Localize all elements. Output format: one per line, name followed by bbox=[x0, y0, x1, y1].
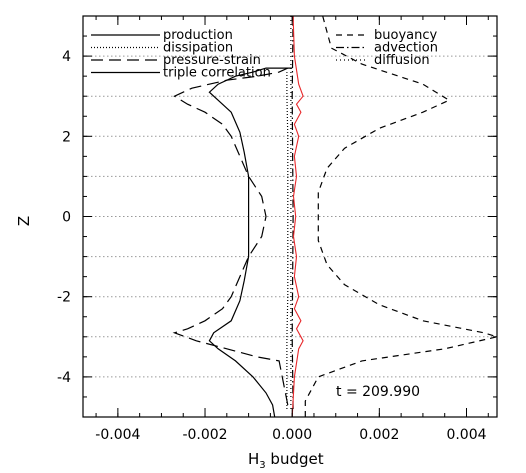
series-layer bbox=[172, 15, 500, 418]
legend: productiondissipationpressure-straintrip… bbox=[91, 28, 438, 81]
grid-lines bbox=[83, 55, 497, 378]
ticks-layer: -0.004 -0.002 0.000 0.002 0.004 -4 -2 0 2 4 bbox=[57, 16, 497, 443]
x-tick-label: 0.002 bbox=[359, 427, 399, 443]
legend-label: pressure-strain bbox=[163, 53, 261, 68]
x-tick-label: -0.002 bbox=[182, 427, 227, 443]
series-line-total bbox=[291, 15, 304, 418]
x-axis-title-main: H bbox=[248, 450, 259, 468]
x-axis-title: H3 budget bbox=[248, 450, 324, 471]
time-annotation: t = 209.990 bbox=[336, 384, 420, 400]
series-line-advection bbox=[291, 15, 294, 410]
y-tick-label: -2 bbox=[57, 290, 71, 306]
x-tick-label: 0.000 bbox=[272, 427, 312, 443]
series-line-pressure-strain bbox=[172, 67, 289, 406]
legend-label: production bbox=[163, 28, 233, 43]
y-axis-title: Z bbox=[15, 216, 33, 226]
y-tick-label: 4 bbox=[62, 49, 71, 65]
legend-label: advection bbox=[374, 41, 438, 56]
legend-label: buoyancy bbox=[374, 28, 437, 43]
legend-label: diffusion bbox=[374, 53, 430, 68]
legend-label: dissipation bbox=[163, 41, 233, 56]
y-tick-label: 2 bbox=[62, 129, 71, 145]
x-axis-title-sub: 3 bbox=[259, 460, 265, 471]
series-line-dissipation bbox=[286, 72, 289, 409]
legend-label: triple correlation bbox=[163, 66, 271, 81]
x-tick-label: 0.004 bbox=[446, 427, 486, 443]
x-axis-title-rest: budget bbox=[266, 450, 324, 468]
plot-frame bbox=[82, 15, 498, 418]
series-line-buoyancy bbox=[304, 15, 500, 417]
y-tick-label: -4 bbox=[57, 370, 71, 386]
series-line-production bbox=[208, 67, 293, 418]
x-tick-label: -0.004 bbox=[95, 427, 140, 443]
y-tick-label: 0 bbox=[62, 210, 71, 226]
